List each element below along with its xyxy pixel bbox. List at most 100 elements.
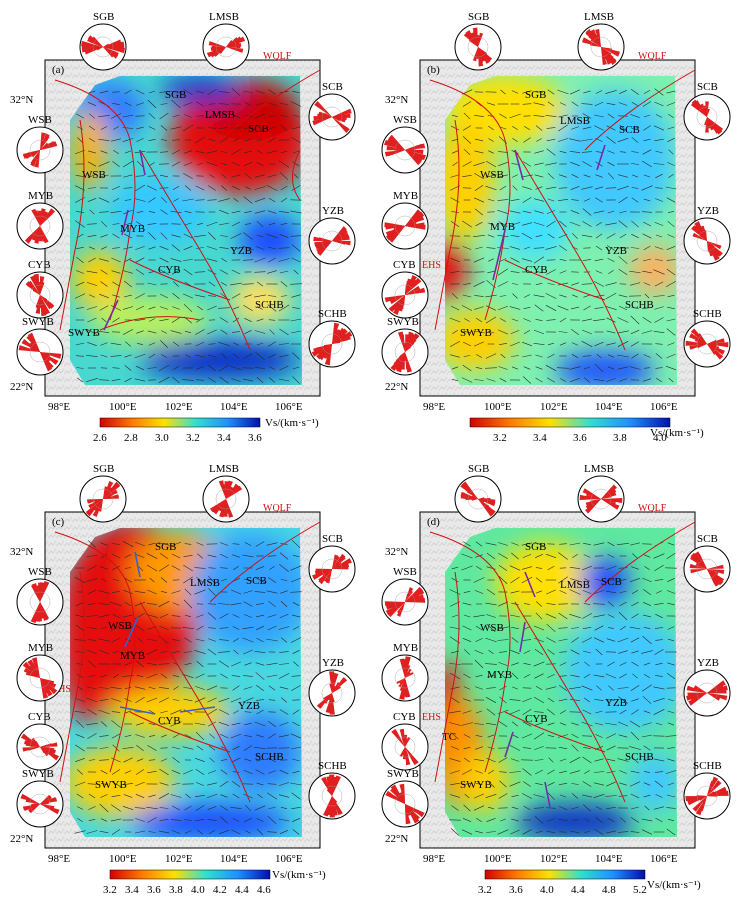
fast-axis-bar: [279, 651, 289, 653]
fast-axis-bar: [642, 722, 652, 726]
cbar-tick: 3.2: [493, 432, 507, 444]
fast-axis-bar: [605, 306, 617, 310]
fast-axis-bar: [511, 795, 519, 797]
fast-axis-bar: [196, 614, 204, 618]
rose-petal: [399, 747, 405, 757]
fast-axis-bar: [584, 770, 590, 774]
fast-axis-bar: [607, 601, 615, 607]
fast-axis-bar: [450, 305, 460, 311]
rose-ring: [321, 106, 343, 128]
cbar-tick: 3.8: [169, 884, 183, 896]
rose-petal: [332, 684, 334, 693]
block-label: LMSB: [190, 577, 220, 589]
rose-petal: [322, 693, 332, 701]
rose-petal: [40, 602, 46, 614]
rose-petal: [23, 667, 40, 678]
rose-petal: [601, 47, 612, 56]
fast-axis-bar: [256, 377, 264, 383]
fast-axis-bar: [146, 564, 158, 572]
fast-axis-bar: [666, 794, 676, 798]
fast-axis-bar: [511, 602, 519, 606]
fast-axis-bar: [111, 804, 121, 812]
rose-petal: [332, 322, 340, 344]
rose-petal: [332, 693, 335, 703]
fast-axis-bar: [232, 745, 240, 751]
fast-axis-bar: [583, 305, 591, 311]
fast-axis-bar: [654, 317, 664, 323]
fast-axis-bar: [148, 735, 156, 737]
rose-petal: [40, 580, 50, 602]
fast-axis-bar: [207, 88, 217, 96]
lon-tick: 100°E: [109, 853, 137, 865]
fast-axis-bar: [290, 577, 302, 583]
fast-axis-bar: [256, 318, 264, 322]
fast-axis-bar: [243, 232, 253, 240]
fast-axis-bar: [112, 591, 120, 593]
fast-axis-bar: [655, 150, 663, 154]
fast-axis-bar: [243, 304, 253, 312]
fast-axis-bar: [196, 247, 204, 249]
rose-petals: [22, 132, 58, 168]
fast-axis-bar: [99, 90, 109, 94]
fast-axis-bar: [86, 355, 98, 357]
fast-axis-bar: [474, 150, 484, 154]
lon-tick: 98°E: [423, 401, 445, 413]
lat-tick: 32°N: [10, 94, 33, 106]
fast-axis-bar: [558, 552, 568, 560]
fast-axis-bar: [244, 172, 252, 180]
fast-axis-bar: [171, 615, 181, 617]
fast-axis-bar: [474, 686, 484, 690]
fast-axis-bar: [279, 782, 289, 786]
fast-axis-bar: [171, 565, 181, 571]
fast-axis-bar: [292, 307, 300, 309]
cbar-tick: 4.2: [213, 884, 227, 896]
fast-axis-bar: [620, 625, 626, 631]
fast-axis-bar: [207, 269, 217, 275]
faults-d: [429, 521, 696, 803]
fast-axis-bar: [99, 174, 109, 178]
fast-axis-bar: [558, 627, 568, 629]
fast-axis-bar: [617, 354, 629, 358]
fast-axis-bar: [98, 161, 110, 167]
fast-axis-bar: [160, 139, 168, 141]
fast-axis-bar: [546, 589, 556, 595]
fast-axis-bar: [100, 354, 108, 358]
fast-axis-bar: [558, 612, 568, 620]
rose-petal: [707, 569, 719, 576]
fast-axis-bar: [111, 379, 121, 381]
fast-axis-bar: [125, 341, 131, 347]
fast-axis-bar: [499, 378, 507, 382]
fast-axis-bar: [244, 711, 252, 713]
fast-axis-bar: [99, 759, 109, 761]
fast-axis-bar: [546, 377, 556, 383]
fast-axis-bar: [158, 542, 170, 546]
rose-petal: [405, 214, 416, 226]
fast-axis-bar: [558, 331, 568, 333]
fast-axis-bar: [521, 174, 533, 178]
fast-axis-bar: [207, 329, 217, 335]
fast-axis-bar: [642, 101, 652, 107]
rose-petal: [601, 47, 613, 60]
rose-petal: [331, 789, 334, 796]
fast-axis-bar: [511, 355, 519, 357]
fast-axis-bar: [618, 611, 628, 621]
fast-axis-bar: [280, 590, 288, 594]
fast-axis-bar: [498, 565, 508, 571]
panel-label-a: (a): [52, 64, 65, 76]
fast-axis-bar: [219, 613, 229, 619]
fast-axis-bar: [630, 114, 640, 118]
fast-axis-bar: [665, 280, 677, 288]
fast-axis-bar: [110, 355, 122, 357]
block-labels-c: SGB LMSB SCB WSB MYB CYB YZB SWYB SCHB: [95, 541, 284, 791]
rose-petal: [478, 47, 488, 56]
rose-petal: [594, 37, 601, 47]
fast-axis-bar: [595, 816, 603, 824]
fast-axis-bar: [135, 89, 145, 95]
rose-petal: [393, 226, 405, 232]
fast-axis-bar: [123, 614, 133, 618]
fast-axis-bar: [171, 830, 181, 834]
fast-axis-bar: [451, 805, 459, 811]
fast-axis-bar: [159, 819, 169, 821]
fast-axis-bar: [546, 138, 556, 142]
cbar-tick: 3.2: [186, 432, 200, 444]
